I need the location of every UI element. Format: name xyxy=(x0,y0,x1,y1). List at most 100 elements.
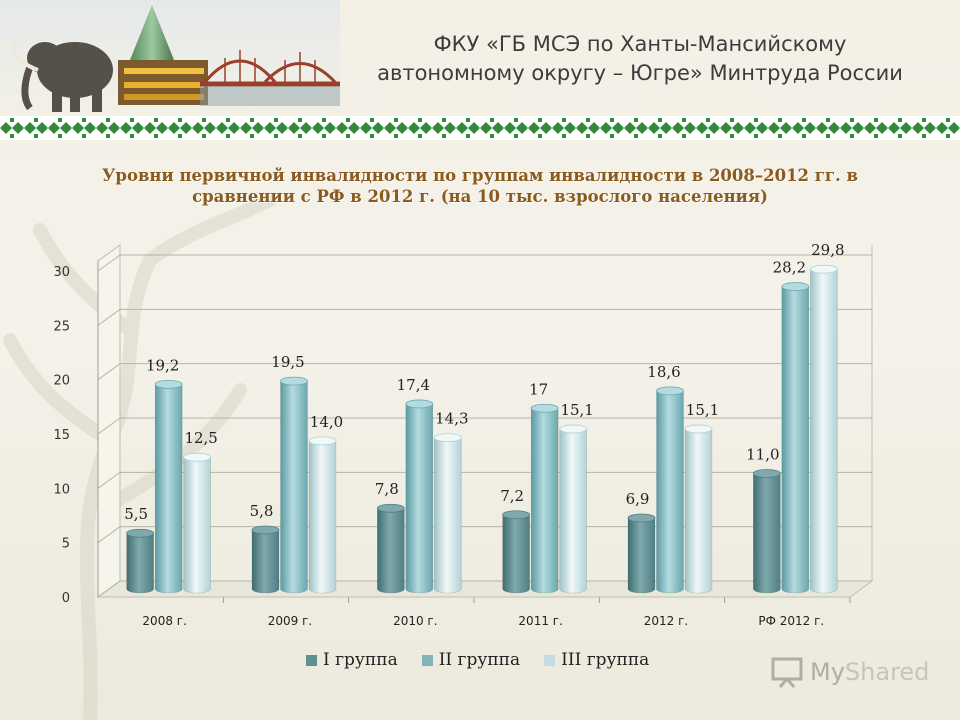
bar-top xyxy=(530,403,559,413)
bridge xyxy=(200,50,340,87)
bar-top xyxy=(126,528,155,538)
legend-label-group2: II группа xyxy=(438,650,521,670)
bar-top xyxy=(251,525,280,535)
y-tick-label: 25 xyxy=(53,319,70,334)
gridline xyxy=(97,363,872,381)
bar-top xyxy=(559,424,588,434)
bar-top xyxy=(656,386,684,396)
data-label: 15,1 xyxy=(560,401,593,419)
watermark-text-my: My xyxy=(810,658,845,686)
bar xyxy=(656,390,684,594)
legend-label-group1: I группа xyxy=(323,650,398,670)
chart-title-line1: Уровни первичной инвалидности по группам… xyxy=(102,166,858,185)
data-label: 28,2 xyxy=(773,259,806,277)
bar-top xyxy=(502,510,531,520)
bar-top xyxy=(752,469,781,478)
legend-swatch-group1 xyxy=(306,654,317,666)
bar xyxy=(308,440,337,594)
data-label: 18,6 xyxy=(647,363,680,381)
bar xyxy=(627,517,656,594)
chart-title-line2: сравнении с РФ в 2012 г. (на 10 тыс. взр… xyxy=(192,187,768,206)
gridline xyxy=(97,526,872,544)
organization-title: ФКУ «ГБ МСЭ по Ханты-Мансийскому автоном… xyxy=(330,30,950,88)
gridline xyxy=(97,308,872,326)
legend-item-group2: II группа xyxy=(421,650,521,670)
legend-item-group1: I группа xyxy=(306,650,398,670)
data-label: 11,0 xyxy=(746,445,779,463)
data-label: 7,2 xyxy=(500,487,524,505)
data-label: 6,9 xyxy=(626,490,650,508)
data-label: 19,5 xyxy=(271,353,304,371)
bar xyxy=(502,514,530,594)
bar xyxy=(559,428,587,594)
bar xyxy=(810,268,838,594)
y-tick-label: 5 xyxy=(62,537,70,552)
data-label: 7,8 xyxy=(375,480,399,498)
legend-item-group3: III группа xyxy=(544,650,649,670)
bar-top xyxy=(809,264,838,274)
bar-top xyxy=(433,433,462,443)
bar xyxy=(753,473,781,594)
bar-top xyxy=(684,424,713,434)
ornament-band xyxy=(0,116,960,140)
y-tick-label: 20 xyxy=(53,374,70,389)
chart-legend: I группа II группа III группа xyxy=(306,650,673,670)
data-label: 17 xyxy=(529,380,548,398)
x-tick-label: 2012 г. xyxy=(644,614,688,628)
organization-title-line1: ФКУ «ГБ МСЭ по Ханты-Мансийскому xyxy=(433,32,847,56)
bar-top xyxy=(280,376,308,386)
bar-top xyxy=(781,282,810,291)
data-label: 14,3 xyxy=(435,410,468,428)
bar-top xyxy=(405,399,434,409)
data-label: 14,0 xyxy=(310,413,343,431)
data-label: 29,8 xyxy=(811,241,844,259)
x-tick-label: 2010 г. xyxy=(393,614,437,628)
presentation-board-icon xyxy=(771,657,803,688)
gridline xyxy=(97,417,872,435)
x-tick-label: 2009 г. xyxy=(268,614,312,628)
gridline xyxy=(97,254,872,272)
bar xyxy=(251,529,280,594)
bar xyxy=(405,403,434,594)
bar-top xyxy=(308,436,337,446)
legend-swatch-group2 xyxy=(421,654,433,666)
x-tick-label: РФ 2012 г. xyxy=(758,614,824,628)
bar xyxy=(530,407,559,594)
data-label: 19,2 xyxy=(146,356,179,374)
x-tick-label: 2011 г. xyxy=(518,614,562,628)
watermark-text-shared: Shared xyxy=(844,658,930,686)
y-tick-label: 15 xyxy=(53,428,70,443)
bar xyxy=(154,384,183,594)
y-tick-label: 10 xyxy=(53,482,70,497)
bar-top xyxy=(627,513,656,523)
bar-top xyxy=(154,379,183,389)
bar xyxy=(684,428,713,594)
y-tick-label: 30 xyxy=(53,265,70,280)
data-label: 17,4 xyxy=(397,376,430,394)
chart-title: Уровни первичной инвалидности по группам… xyxy=(50,165,910,207)
x-tick-label: 2008 г. xyxy=(142,614,186,628)
bar xyxy=(183,456,211,594)
data-label: 15,1 xyxy=(686,401,719,419)
bar-top xyxy=(183,452,212,462)
legend-swatch-group3 xyxy=(544,654,556,666)
bar-top xyxy=(376,503,405,513)
bar xyxy=(377,507,405,594)
gridline xyxy=(97,580,872,598)
data-label: 5,8 xyxy=(250,502,274,520)
legend-label-group3: III группа xyxy=(561,650,650,670)
organization-title-line2: автономному округу – Югре» Минтруда Росс… xyxy=(377,61,903,85)
header-banner: ФКУ «ГБ МСЭ по Ханты-Мансийскому автоном… xyxy=(0,0,960,118)
bar xyxy=(434,437,462,594)
pyramid-building xyxy=(118,5,208,105)
header-illustration xyxy=(0,0,340,118)
watermark-logo: My Shared xyxy=(770,656,929,688)
bar xyxy=(126,532,154,594)
bar xyxy=(781,286,810,594)
data-label: 5,5 xyxy=(124,505,148,523)
data-label: 12,5 xyxy=(184,429,217,447)
y-tick-label: 0 xyxy=(62,591,70,606)
gridline xyxy=(97,471,872,489)
bar xyxy=(280,380,308,594)
